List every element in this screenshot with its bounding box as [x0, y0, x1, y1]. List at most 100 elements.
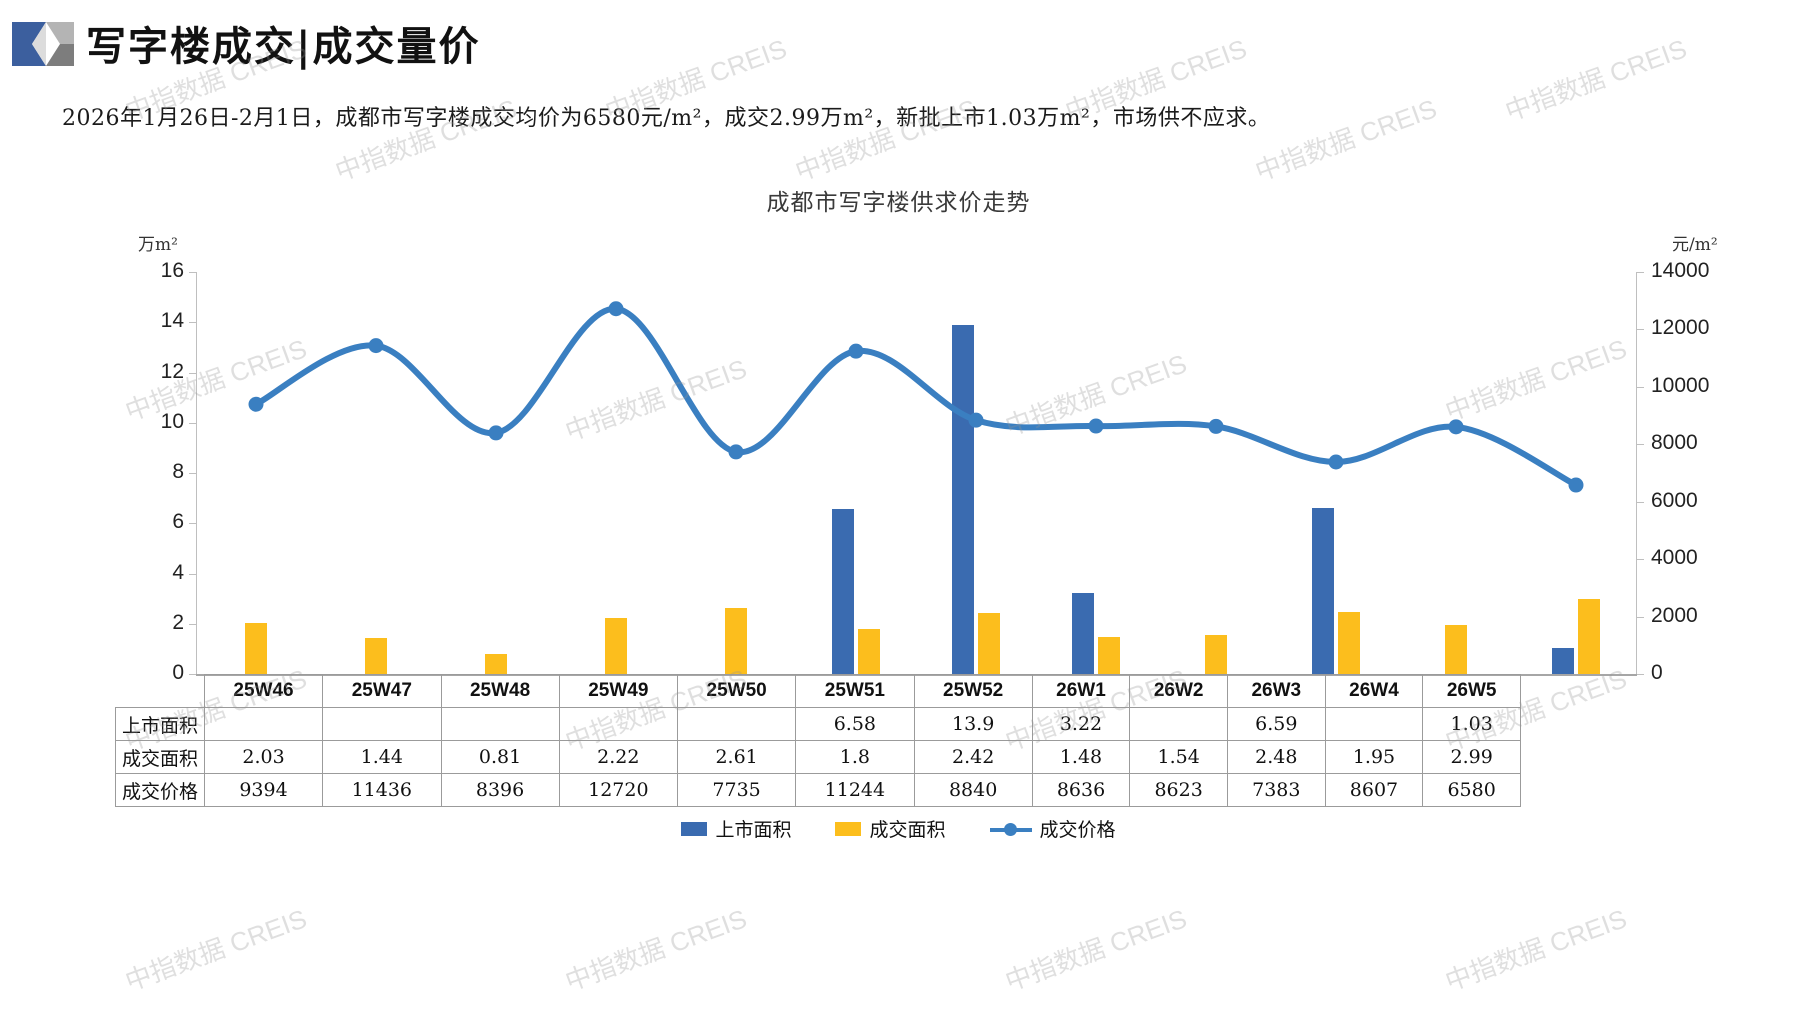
table-corner-cell	[116, 675, 205, 708]
table-row-header: 成交面积	[115, 740, 205, 774]
table-cell: 2.42	[913, 740, 1033, 774]
table-column-header: 25W52	[913, 674, 1033, 708]
price-line-marker	[608, 301, 624, 317]
legend-item[interactable]: 上市面积	[681, 815, 791, 842]
y-tick-label-left: 6	[172, 510, 184, 534]
bar-supply	[1072, 593, 1094, 674]
price-line-marker	[1088, 418, 1104, 434]
price-line-marker	[848, 343, 864, 359]
legend-item[interactable]: 成交面积	[835, 815, 946, 842]
table-cell	[440, 707, 560, 741]
table-row: 上市面积 6.58 13.9 3.22 6.59 1.03	[115, 707, 1521, 741]
table-cell: 9394	[203, 773, 324, 807]
y-axis-right-unit: 元/m²	[1672, 235, 1718, 255]
bar-supply	[1312, 508, 1334, 674]
table-cell: 12720	[558, 773, 679, 807]
table-column-header: 26W1	[1031, 674, 1131, 708]
bar-deal	[485, 653, 507, 674]
page-title: 写字楼成交|成交量价	[86, 23, 481, 70]
y-tick-label-left: 4	[172, 560, 184, 584]
table-cell: 1.03	[1422, 707, 1521, 741]
y-tick-left	[189, 372, 196, 374]
table-cell: 13.9	[913, 707, 1033, 741]
y-tick-label-right: 12000	[1651, 316, 1710, 340]
table-cell: 0.81	[440, 740, 560, 774]
table-cell: 1.95	[1324, 740, 1424, 774]
y-tick-label-right: 10000	[1651, 373, 1710, 397]
table-cell	[677, 707, 797, 741]
y-tick-left	[189, 623, 196, 625]
price-line-marker	[368, 338, 384, 354]
y-tick-label-left: 16	[160, 259, 184, 282]
summary-text: 2026年1月26日-2月1日，成都市写字楼成交均价为6580元/m²，成交2.…	[62, 106, 1271, 131]
y-tick-right	[1637, 329, 1644, 331]
legend-bar-swatch-icon	[835, 821, 862, 836]
bar-supply	[832, 508, 854, 674]
price-line-marker	[248, 396, 264, 412]
table-cell: 2.22	[558, 740, 679, 774]
table-cell: 3.22	[1031, 707, 1131, 741]
table-cell: 8623	[1129, 773, 1228, 807]
y-tick-label-right: 4000	[1651, 546, 1698, 570]
y-tick-right	[1637, 501, 1644, 503]
table-cell: 1.48	[1031, 740, 1131, 774]
y-tick-label-right: 2000	[1651, 603, 1698, 627]
table-row: 成交面积 2.03 1.44 0.81 2.22 2.61 1.8 2.42 1.48 1.54 2…	[115, 740, 1521, 774]
table-column-header: 26W2	[1129, 674, 1228, 708]
watermark: 中指数据 CREIS	[561, 903, 751, 997]
y-tick-label-left: 0	[172, 661, 184, 684]
y-tick-right	[1637, 386, 1644, 388]
legend-label: 上市面积	[715, 819, 792, 841]
bar-deal	[1098, 636, 1120, 674]
table-column-header: 25W48	[440, 674, 560, 708]
price-line-marker	[488, 425, 504, 441]
price-line-marker	[1448, 419, 1464, 435]
bar-deal	[1578, 598, 1600, 674]
table-cell	[203, 707, 324, 741]
legend-line-swatch-icon	[989, 822, 1032, 836]
table-cell: 8607	[1324, 773, 1424, 807]
table-cell: 2.99	[1422, 740, 1521, 774]
table-cell	[558, 707, 679, 741]
y-tick-left	[189, 523, 196, 525]
table-column-header: 26W4	[1324, 674, 1424, 708]
y-tick-left	[189, 573, 196, 575]
chart-title: 成都市写字楼供求价走势	[766, 190, 1031, 216]
y-tick-label-right: 14000	[1651, 259, 1710, 282]
watermark: 中指数据 CREIS	[121, 903, 311, 997]
legend-item[interactable]: 成交价格	[989, 815, 1116, 842]
price-line-marker	[728, 444, 744, 460]
y-tick-left	[189, 322, 196, 324]
y-tick-label-left: 2	[172, 610, 184, 634]
table-header-row: 25W46 25W47 25W48 25W49 25W50 25W51 25W52 26W1 2…	[116, 674, 1521, 708]
data-table: 25W46 25W47 25W48 25W49 25W50 25W51 25W52 26W1 2…	[115, 674, 1521, 807]
table-column-header: 26W5	[1422, 674, 1521, 708]
legend-label: 成交价格	[1039, 819, 1116, 841]
bar-supply	[1552, 648, 1574, 674]
price-line-path	[253, 305, 1579, 489]
y-axis-left-unit: 万m²	[138, 235, 178, 255]
y-axis-left-line	[196, 272, 197, 674]
page-header: 写字楼成交|成交量价	[0, 0, 1797, 90]
y-tick-label-left: 12	[160, 359, 184, 383]
table-cell: 2.61	[677, 740, 797, 774]
table-column-header: 25W46	[203, 674, 324, 708]
bar-supply	[952, 324, 974, 674]
y-tick-label-right: 8000	[1651, 431, 1698, 455]
table-cell: 1.54	[1129, 740, 1228, 774]
table-cell: 1.8	[795, 740, 915, 774]
y-tick-label-left: 10	[160, 409, 184, 433]
y-tick-label-right: 6000	[1651, 488, 1698, 512]
bar-deal	[858, 628, 880, 674]
table-cell: 6.59	[1226, 707, 1326, 741]
bar-deal	[245, 623, 267, 674]
chart-legend: 上市面积 成交面积 成交价格	[0, 815, 1797, 842]
table-cell: 6580	[1422, 773, 1521, 807]
chart-plot-area: 0 2 4 6 8 10 12 14 16 0 2000 4000 6000 8000 10000 1200…	[161, 259, 1710, 684]
table-cell: 7735	[677, 773, 797, 807]
table-row: 成交价格 9394 11436 8396 12720 7735 11244 8840 8636 8…	[115, 773, 1521, 807]
table-cell: 6.58	[795, 707, 915, 741]
table-cell: 8636	[1031, 773, 1131, 807]
price-line-marker	[1328, 454, 1344, 470]
bar-deal	[1338, 611, 1360, 674]
